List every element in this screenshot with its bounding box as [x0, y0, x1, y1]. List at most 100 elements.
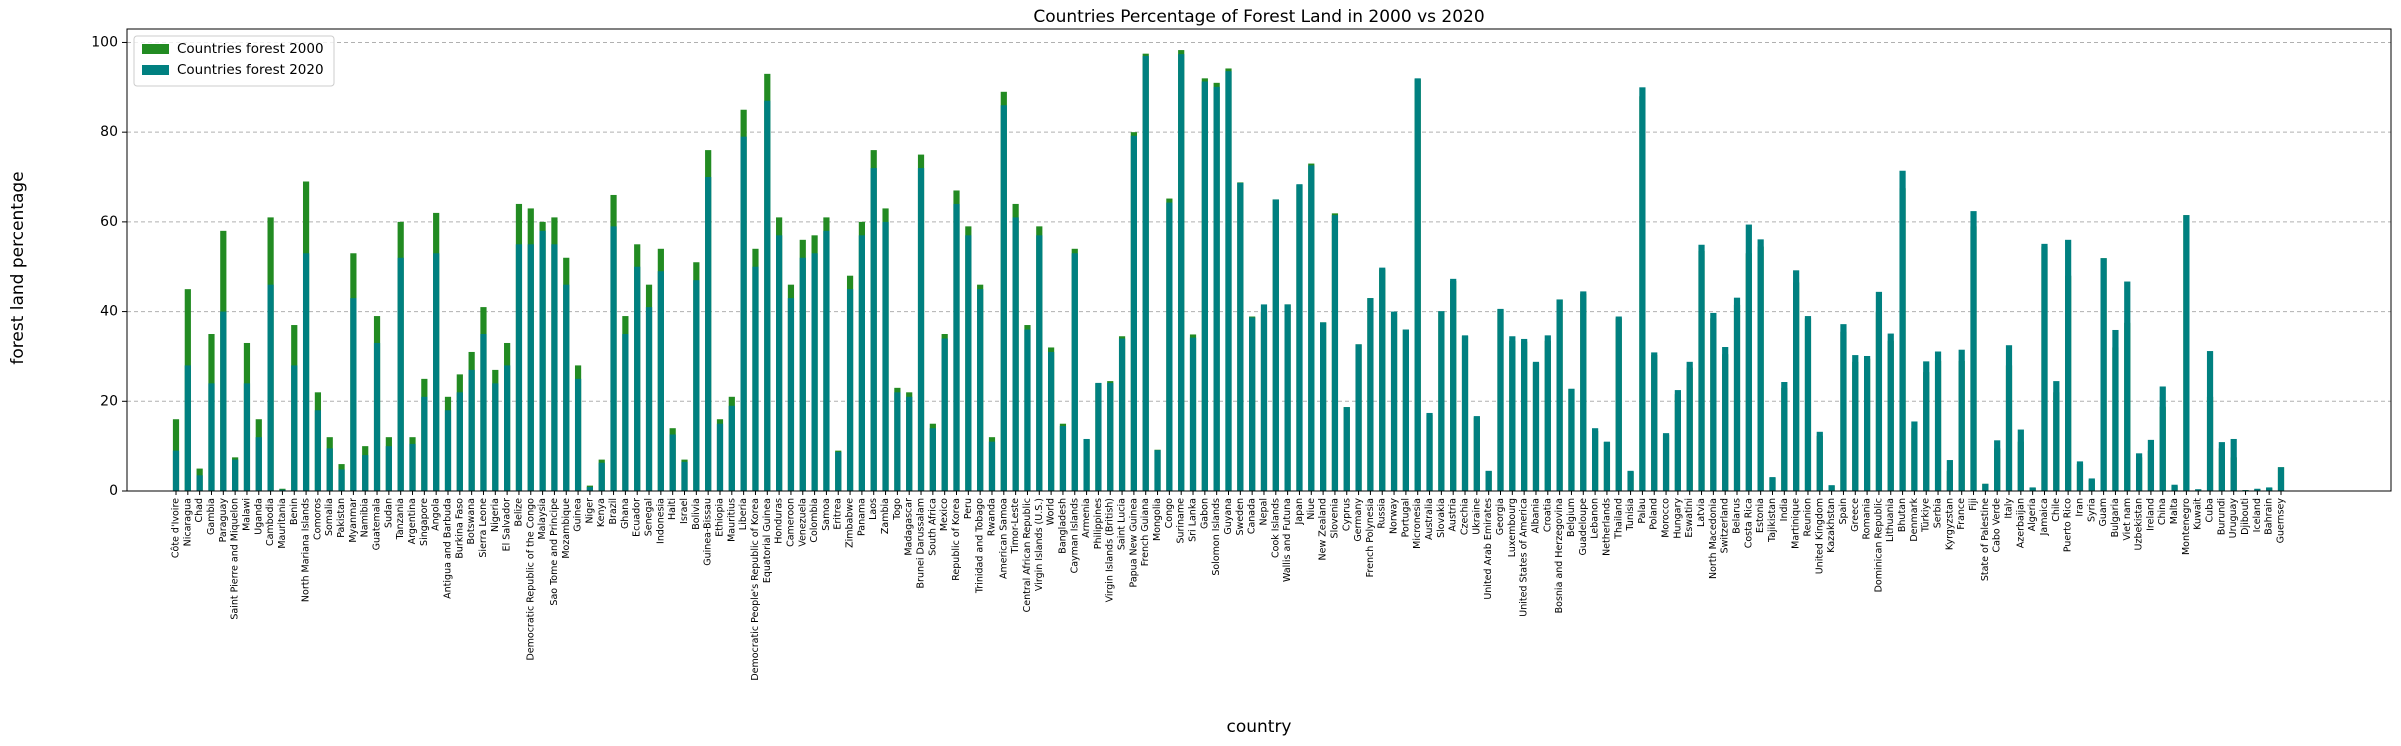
bar [1130, 135, 1137, 491]
bar [1816, 431, 1823, 491]
x-tick-label: Cook Islands [1270, 498, 1281, 558]
bar [1722, 347, 1729, 491]
bar [1958, 349, 1965, 491]
bar [882, 221, 889, 491]
bar [232, 459, 239, 491]
x-tick-label: Albania [1530, 498, 1541, 533]
x-tick-label: Serbia [1933, 498, 1944, 528]
bar [421, 396, 428, 491]
x-tick-label: Indonesia [655, 498, 666, 544]
x-tick-label: Somalia [324, 498, 335, 536]
x-tick-label: Tunisia [1625, 498, 1636, 531]
x-tick-label: France [1956, 498, 1967, 530]
bar [1863, 355, 1871, 491]
bar [1580, 291, 1587, 491]
x-tick-label: Laos [868, 498, 879, 520]
y-tick-label: 80 [100, 124, 118, 140]
x-tick-label: Colombia [809, 498, 820, 543]
x-tick-label: Uruguay [2228, 498, 2239, 539]
x-tick-label: Fiji [1968, 498, 1979, 511]
x-tick-label: Panama [856, 498, 867, 536]
x-tick-label: Nigeria [490, 498, 501, 532]
bar [574, 378, 582, 491]
x-tick-label: Costa Rica [1743, 498, 1754, 548]
bar [1485, 470, 1492, 491]
x-tick-label: Georgia [1495, 498, 1506, 535]
bar [1568, 388, 1575, 491]
x-tick-label: Ethiopia [714, 498, 725, 537]
bar [598, 462, 605, 491]
bar [1012, 217, 1019, 491]
x-tick-label: Samoa [821, 498, 832, 531]
bar [196, 475, 203, 491]
bar [468, 369, 475, 491]
bar [1260, 304, 1268, 491]
bar [1059, 425, 1067, 491]
bar [1284, 304, 1291, 491]
bar [184, 365, 191, 491]
bar [953, 203, 960, 491]
x-tick-label: Myanmar [348, 498, 359, 543]
x-tick-label: Ghana [620, 498, 631, 529]
bar [965, 235, 972, 491]
x-tick-label: El Salvador [502, 498, 513, 551]
x-tick-label: Burundi [2216, 498, 2227, 535]
bar [2029, 487, 2036, 491]
x-tick-label: Kyrgyzstan [1944, 498, 1955, 550]
bar [1793, 270, 1800, 491]
bar [1308, 165, 1315, 491]
x-tick-label: Benin [289, 498, 300, 525]
x-tick-label: Puerto Rico [2063, 498, 2074, 552]
bar [586, 486, 594, 491]
x-tick-label: Gambia [206, 498, 217, 535]
bar [1213, 86, 1220, 492]
bar [1686, 361, 1693, 491]
y-tick-label: 20 [100, 393, 118, 409]
bar [705, 177, 712, 492]
bar [291, 365, 298, 491]
x-tick-label: Morocco [1661, 498, 1672, 538]
bar [444, 410, 452, 491]
x-tick-label: World [1046, 498, 1057, 525]
bar [1331, 215, 1339, 491]
x-tick-label: Slovakia [1436, 498, 1447, 538]
bar [373, 342, 381, 491]
bar [894, 392, 901, 491]
x-tick-label: Suriname [1176, 498, 1187, 544]
bar [1367, 298, 1374, 491]
bar [1461, 335, 1469, 491]
bar [492, 383, 499, 491]
bar [1095, 382, 1102, 491]
x-tick-label: Czechia [1460, 498, 1471, 535]
legend-box [133, 35, 335, 87]
bar [941, 338, 948, 491]
bar [208, 383, 215, 491]
bar [551, 244, 558, 491]
x-tick-label: Chile [2051, 498, 2062, 522]
bar [1024, 329, 1031, 491]
x-tick-label: Malawi [241, 498, 252, 531]
x-tick-label: Micronesia [1412, 498, 1423, 549]
x-tick-label: Togo [892, 498, 903, 521]
x-tick-label: Thailand [1613, 498, 1624, 540]
bar [681, 461, 688, 491]
bar [634, 266, 641, 491]
x-tick-label: Wallis and Futuna [1282, 498, 1293, 582]
bar [504, 365, 511, 491]
x-tick-label: Guam [2098, 498, 2109, 526]
x-tick-label: Mozambique [561, 498, 572, 559]
bar [2254, 488, 2261, 491]
x-tick-label: Kenya [596, 498, 607, 527]
bar [1615, 316, 1622, 491]
x-tick-label: Slovenia [1329, 498, 1340, 538]
legend-swatch [142, 44, 169, 54]
bar [2195, 489, 2202, 491]
bar [1071, 253, 1078, 491]
x-tick-label: Malta [2169, 498, 2180, 524]
y-tick-label: 100 [91, 34, 118, 50]
x-tick-label: Lithuania [1885, 498, 1896, 542]
bar [1048, 351, 1055, 491]
bar [563, 284, 570, 491]
x-tick-label: Democratic Republic of the Congo [525, 498, 536, 661]
bar [1426, 412, 1433, 491]
